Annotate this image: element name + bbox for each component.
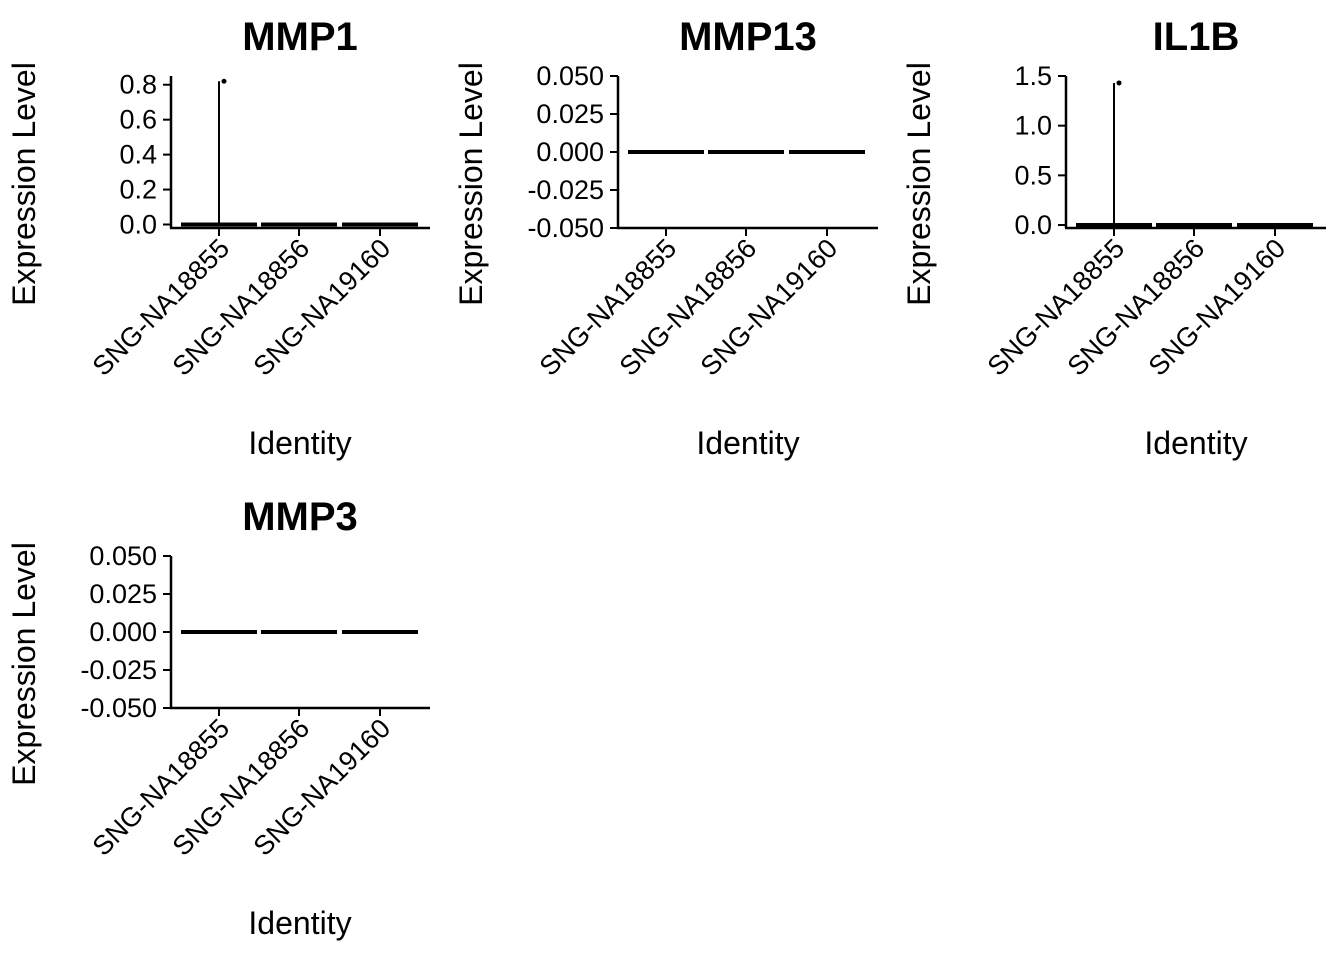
y-tick-label: 0.4 xyxy=(119,140,157,170)
x-tick-label: SNG-NA18856 xyxy=(1062,233,1211,382)
panel-title: IL1B xyxy=(1153,15,1240,59)
y-axis-title: Expression Level xyxy=(901,62,937,306)
y-tick-label: 0.6 xyxy=(119,105,157,135)
y-tick-label: 0.000 xyxy=(89,617,157,647)
x-tick-label: SNG-NA18856 xyxy=(167,233,316,382)
outlier-point xyxy=(1116,80,1122,86)
x-tick-label: SNG-NA19160 xyxy=(1143,233,1292,382)
x-tick-label: SNG-NA19160 xyxy=(695,233,844,382)
x-axis-title: Identity xyxy=(248,905,351,941)
violin-body xyxy=(1237,223,1313,228)
panel-title: MMP1 xyxy=(242,15,358,59)
x-tick-label: SNG-NA18856 xyxy=(614,233,763,382)
y-axis-title: Expression Level xyxy=(6,542,42,786)
panel-mmp3: MMP3 -0.050 -0.025 0.000 0.025 0.050 Expressio… xyxy=(6,495,430,941)
y-axis-title: Expression Level xyxy=(453,62,489,306)
outlier-point xyxy=(221,78,227,84)
y-tick-label: 0.025 xyxy=(536,99,604,129)
y-tick-label: -0.025 xyxy=(527,175,604,205)
panel-mmp1: MMP1 0.0 0.2 0.4 0.6 0.8 Expression Level SNG-N… xyxy=(6,15,430,461)
violin-body xyxy=(1156,223,1232,228)
violin-body xyxy=(708,150,784,154)
violin-body xyxy=(261,630,337,634)
y-tick-label: 0.050 xyxy=(89,541,157,571)
y-tick-label: 0.8 xyxy=(119,70,157,100)
violin-body xyxy=(181,630,257,634)
x-axis-title: Identity xyxy=(1144,425,1247,461)
x-tick-label: SNG-NA18856 xyxy=(167,713,316,862)
y-tick-label: 0.2 xyxy=(119,175,157,205)
y-tick-label: 0.0 xyxy=(1014,210,1052,240)
panel-mmp13: MMP13 -0.050 -0.025 0.000 0.025 0.050 Expressi… xyxy=(453,15,878,461)
violin-body xyxy=(261,222,337,227)
x-axis-title: Identity xyxy=(696,425,799,461)
y-tick-label: 0.000 xyxy=(536,137,604,167)
x-tick-label: SNG-NA18855 xyxy=(87,713,236,862)
panel-title: MMP3 xyxy=(242,495,358,539)
y-tick-label: 0.0 xyxy=(119,210,157,240)
y-tick-label: 0.5 xyxy=(1014,160,1052,190)
y-tick-label: 0.050 xyxy=(536,61,604,91)
x-tick-label: SNG-NA18855 xyxy=(982,233,1131,382)
panel-il1b: IL1B 0.0 0.5 1.0 1.5 Expression Level SNG-NA18… xyxy=(901,15,1326,461)
y-tick-label: -0.050 xyxy=(527,213,604,243)
y-tick-label: 1.5 xyxy=(1014,61,1052,91)
panel-title: MMP13 xyxy=(679,15,817,59)
x-tick-label: SNG-NA18855 xyxy=(534,233,683,382)
y-axis-title: Expression Level xyxy=(6,62,42,306)
y-tick-label: -0.050 xyxy=(80,693,157,723)
violin-body xyxy=(342,222,418,227)
y-tick-label: -0.025 xyxy=(80,655,157,685)
violin-body xyxy=(342,630,418,634)
x-tick-label: SNG-NA18855 xyxy=(87,233,236,382)
y-tick-label: 1.0 xyxy=(1014,111,1052,141)
violin-body xyxy=(628,150,704,154)
violin-body xyxy=(789,150,865,154)
x-tick-label: SNG-NA19160 xyxy=(248,233,397,382)
x-axis-title: Identity xyxy=(248,425,351,461)
y-tick-label: 0.025 xyxy=(89,579,157,609)
x-tick-label: SNG-NA19160 xyxy=(248,713,397,862)
